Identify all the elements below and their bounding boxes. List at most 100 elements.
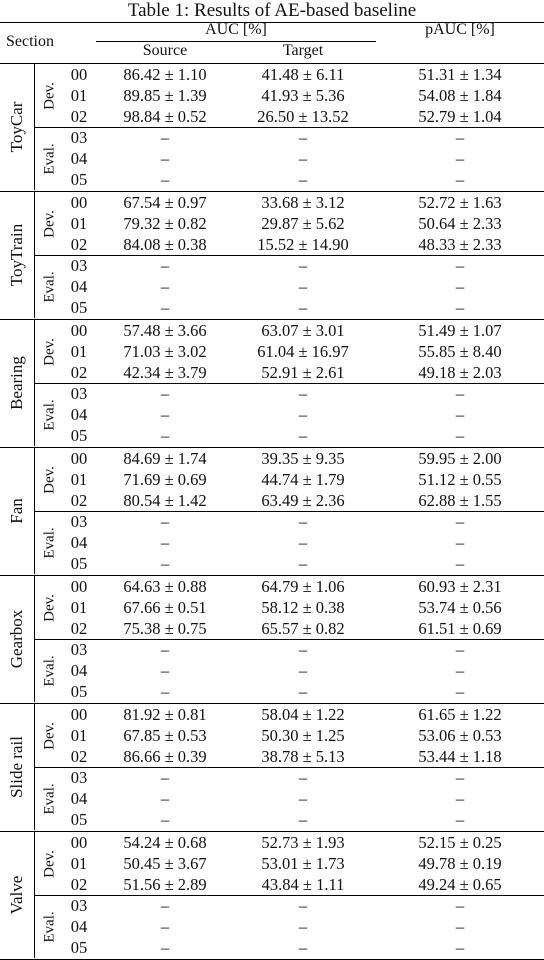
source-cell: 75.38 ± 0.75 (123, 619, 207, 638)
id-cell: 01 (70, 598, 88, 617)
pauc-cell: 54.08 ± 1.84 (418, 86, 502, 105)
target-cell: – (298, 128, 308, 147)
source-header: Source (142, 42, 188, 59)
pauc-cell: 62.88 ± 1.55 (418, 491, 502, 510)
source-cell: 64.63 ± 0.88 (123, 577, 207, 596)
section-name: Bearing (0, 320, 34, 446)
target-header: Target (282, 42, 324, 59)
id-cell: 04 (70, 789, 88, 808)
pauc-cell: – (455, 789, 465, 808)
subgroup-dev: Dev. (38, 192, 62, 255)
target-cell: – (298, 789, 308, 808)
section-name-text: Bearing (7, 356, 26, 410)
source-cell: 98.84 ± 0.52 (123, 107, 207, 126)
pauc-cell: – (455, 512, 465, 531)
top-rule (0, 22, 544, 23)
id-cell: 05 (70, 810, 88, 829)
id-cell: 03 (70, 896, 88, 915)
source-cell: – (160, 533, 170, 552)
id-cell: 05 (70, 938, 88, 957)
target-cell: – (298, 938, 308, 957)
id-cell: 00 (70, 833, 88, 852)
pauc-cell: 51.31 ± 1.34 (418, 65, 502, 84)
source-cell: – (160, 384, 170, 403)
target-cell: 52.91 ± 2.61 (261, 363, 345, 382)
subgroup-label: Dev. (41, 849, 58, 878)
target-cell: – (298, 170, 308, 189)
subgroup-eval: Eval. (38, 255, 62, 318)
source-cell: 86.66 ± 0.39 (123, 747, 207, 766)
pauc-cell: – (455, 149, 465, 168)
target-cell: 15.52 ± 14.90 (257, 235, 349, 254)
source-cell: – (160, 768, 170, 787)
pauc-cell: – (455, 768, 465, 787)
target-cell: 29.87 ± 5.62 (261, 214, 345, 233)
subgroup-rule (34, 383, 544, 384)
pauc-cell: – (455, 896, 465, 915)
id-cell: 00 (70, 577, 88, 596)
subgroup-rule (34, 511, 544, 512)
target-cell: 58.04 ± 1.22 (261, 705, 345, 724)
id-cell: 01 (70, 342, 88, 361)
id-cell: 01 (70, 726, 88, 745)
target-cell: 44.74 ± 1.79 (261, 470, 345, 489)
pauc-cell: 61.51 ± 0.69 (418, 619, 502, 638)
target-cell: – (298, 768, 308, 787)
source-cell: – (160, 682, 170, 701)
target-cell: 41.48 ± 6.11 (261, 65, 345, 84)
id-cell: 05 (70, 298, 88, 317)
pauc-cell: 51.12 ± 0.55 (418, 470, 502, 489)
section-name: Gearbox (0, 576, 34, 702)
subgroup-label: Eval. (41, 910, 58, 943)
target-cell: – (298, 640, 308, 659)
pauc-cell: 48.33 ± 2.33 (418, 235, 502, 254)
section-rule (0, 831, 544, 832)
section-rule (0, 191, 544, 192)
subgroup-eval: Eval. (38, 639, 62, 702)
subgroup-eval: Eval. (38, 127, 62, 190)
target-cell: 33.68 ± 3.12 (261, 193, 345, 212)
source-cell: – (160, 277, 170, 296)
subgroup-label: Dev. (41, 465, 58, 494)
source-cell: 57.48 ± 3.66 (123, 321, 207, 340)
auc-header: AUC [%] (205, 21, 267, 38)
subgroup-rule (34, 767, 544, 768)
source-cell: 71.03 ± 3.02 (123, 342, 207, 361)
subgroup-label: Dev. (41, 337, 58, 366)
id-cell: 01 (70, 86, 88, 105)
id-cell: 00 (70, 193, 88, 212)
subgroup-rule (34, 127, 544, 128)
id-cell: 01 (70, 854, 88, 873)
section-name: Valve (0, 832, 34, 958)
pauc-cell: 53.44 ± 1.18 (418, 747, 502, 766)
subgroup-dev: Dev. (38, 64, 62, 127)
target-cell: – (298, 298, 308, 317)
pauc-cell: 49.18 ± 2.03 (418, 363, 502, 382)
id-cell: 01 (70, 214, 88, 233)
target-cell: 52.73 ± 1.93 (261, 833, 345, 852)
id-cell: 00 (70, 65, 88, 84)
id-cell: 04 (70, 405, 88, 424)
id-cell: 05 (70, 682, 88, 701)
id-cell: 03 (70, 768, 88, 787)
table-caption: Table 1: Results of AE-based baseline (127, 0, 417, 21)
section-rule (0, 575, 544, 576)
auc-rule (96, 41, 376, 42)
target-cell: 63.49 ± 2.36 (261, 491, 345, 510)
pauc-cell: – (455, 298, 465, 317)
section-name: Fan (0, 448, 34, 574)
source-cell: – (160, 810, 170, 829)
source-cell: – (160, 149, 170, 168)
section-name-text: Fan (7, 498, 26, 524)
id-cell: 04 (70, 149, 88, 168)
pauc-cell: 49.24 ± 0.65 (418, 875, 502, 894)
target-cell: 63.07 ± 3.01 (261, 321, 345, 340)
subgroup-label: Eval. (41, 782, 58, 815)
source-cell: – (160, 661, 170, 680)
id-cell: 04 (70, 661, 88, 680)
id-cell: 05 (70, 426, 88, 445)
target-cell: 58.12 ± 0.38 (261, 598, 345, 617)
source-cell: 54.24 ± 0.68 (123, 833, 207, 852)
source-cell: – (160, 640, 170, 659)
target-cell: 39.35 ± 9.35 (261, 449, 345, 468)
